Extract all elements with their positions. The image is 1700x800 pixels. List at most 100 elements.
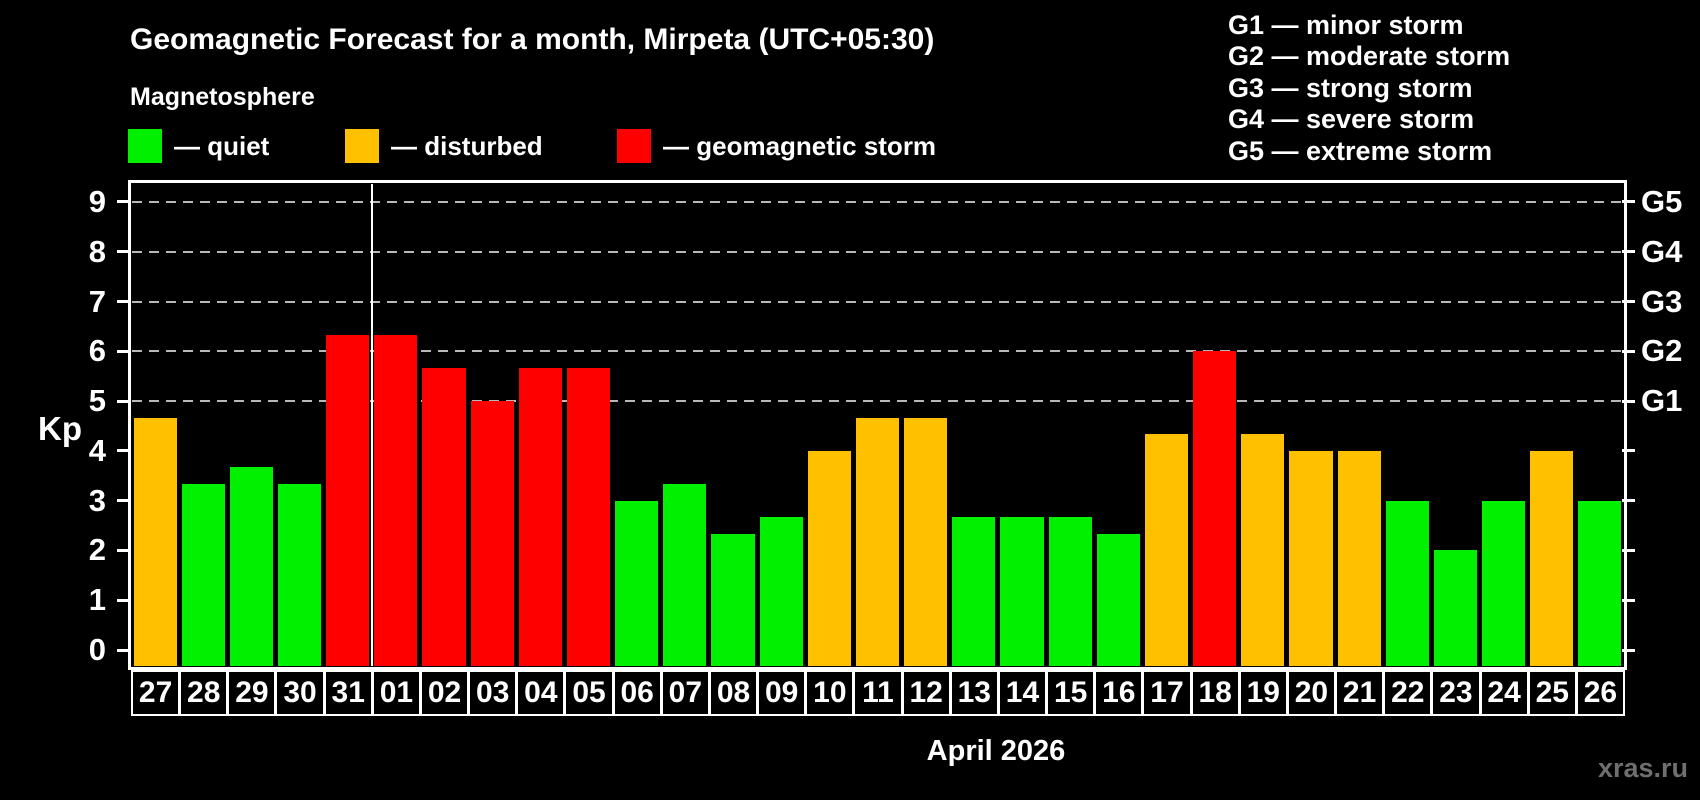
bar-day-03 xyxy=(470,401,514,666)
right-axis-label-g4: G4 xyxy=(1641,233,1683,269)
plot-area-frame xyxy=(128,180,1627,670)
bar-day-09 xyxy=(759,517,803,666)
bar-day-01 xyxy=(374,334,418,666)
bar-day-29 xyxy=(229,467,273,666)
date-label-15: 15 xyxy=(1046,670,1096,716)
g-scale-legend: G1 — minor storm G2 — moderate storm G3 … xyxy=(1228,10,1510,167)
y-tick-left-1 xyxy=(117,598,130,602)
date-label-02: 02 xyxy=(419,670,470,716)
bar-day-04 xyxy=(518,367,562,666)
date-label-13: 13 xyxy=(949,670,999,716)
g1-description: G1 — minor storm xyxy=(1228,10,1464,40)
disturbed-swatch-icon xyxy=(345,129,379,163)
date-label-30: 30 xyxy=(275,670,325,716)
month-separator-line xyxy=(370,184,373,666)
g3-description: G3 — strong storm xyxy=(1228,72,1473,103)
y-tick-left-9 xyxy=(117,200,130,204)
date-label-23: 23 xyxy=(1431,670,1481,716)
g5-description: G5 — extreme storm xyxy=(1228,135,1493,166)
bar-day-13 xyxy=(952,517,996,666)
bar-day-06 xyxy=(615,500,659,666)
y-axis-label-7: 7 xyxy=(88,283,106,319)
bar-day-05 xyxy=(566,367,611,666)
y-tick-left-5 xyxy=(117,399,130,403)
gridline-kp6 xyxy=(132,350,1622,353)
date-label-06: 06 xyxy=(612,670,662,716)
y-tick-right-5 xyxy=(1622,399,1635,403)
date-label-25: 25 xyxy=(1527,670,1577,716)
date-label-10: 10 xyxy=(805,670,855,716)
date-label-05: 05 xyxy=(564,670,614,716)
y-tick-left-4 xyxy=(117,449,130,453)
y-tick-left-0 xyxy=(117,648,130,652)
date-label-14: 14 xyxy=(997,670,1048,716)
quiet-swatch-icon xyxy=(128,129,162,163)
bar-day-27 xyxy=(133,417,177,666)
y-tick-right-9 xyxy=(1622,200,1635,204)
y-tick-right-3 xyxy=(1622,499,1635,503)
gridline-kp7 xyxy=(132,300,1622,303)
bar-day-23 xyxy=(1433,550,1477,666)
date-label-19: 19 xyxy=(1238,670,1288,716)
date-label-18: 18 xyxy=(1190,670,1240,716)
y-axis-label-5: 5 xyxy=(88,383,106,419)
bar-day-30 xyxy=(277,484,322,666)
y-tick-left-6 xyxy=(117,349,130,353)
date-label-11: 11 xyxy=(853,670,903,716)
y-axis-label-9: 9 xyxy=(88,183,106,219)
bar-day-10 xyxy=(807,450,851,666)
date-label-09: 09 xyxy=(757,670,807,716)
date-label-31: 31 xyxy=(323,670,373,716)
gridline-kp9 xyxy=(132,200,1622,203)
date-label-16: 16 xyxy=(1094,670,1144,716)
gridline-kp5 xyxy=(132,400,1622,403)
bar-day-20 xyxy=(1289,450,1333,666)
y-tick-right-8 xyxy=(1622,250,1635,254)
quiet-legend-label: — quiet xyxy=(174,131,270,161)
right-axis-label-g3: G3 xyxy=(1641,283,1683,319)
bar-day-18 xyxy=(1193,351,1237,666)
disturbed-legend-label: — disturbed xyxy=(391,131,543,161)
y-axis-label-1: 1 xyxy=(88,582,106,618)
date-label-22: 22 xyxy=(1383,670,1433,716)
date-label-21: 21 xyxy=(1335,670,1385,716)
date-label-17: 17 xyxy=(1142,670,1192,716)
y-axis-label-2: 2 xyxy=(88,532,106,568)
bar-day-25 xyxy=(1530,450,1574,666)
y-axis-label-3: 3 xyxy=(88,482,106,518)
right-axis-label-g2: G2 xyxy=(1641,333,1683,369)
g4-description: G4 — severe storm xyxy=(1228,104,1475,135)
right-axis-label-g1: G1 xyxy=(1641,383,1683,419)
gridline-kp8 xyxy=(132,250,1622,253)
bar-day-26 xyxy=(1578,500,1622,666)
y-tick-right-7 xyxy=(1622,300,1635,304)
bar-day-22 xyxy=(1385,500,1429,666)
bar-day-17 xyxy=(1144,434,1189,666)
storm-swatch-icon xyxy=(617,129,651,163)
y-axis-label-4: 4 xyxy=(88,432,106,468)
right-axis-label-g5: G5 xyxy=(1641,183,1683,219)
bar-day-15 xyxy=(1048,517,1092,666)
y-tick-right-0 xyxy=(1622,648,1635,652)
storm-legend-label: — geomagnetic storm xyxy=(663,131,937,161)
y-tick-right-2 xyxy=(1622,548,1635,552)
bar-day-08 xyxy=(711,534,755,666)
magnetosphere-label: Magnetosphere xyxy=(130,83,315,111)
bar-day-21 xyxy=(1337,450,1381,666)
y-tick-right-4 xyxy=(1622,449,1635,453)
bar-day-07 xyxy=(663,484,707,666)
bar-day-14 xyxy=(1000,517,1044,666)
date-label-01: 01 xyxy=(371,670,421,716)
date-label-28: 28 xyxy=(179,670,229,716)
date-label-07: 07 xyxy=(660,670,710,716)
y-axis-label-0: 0 xyxy=(88,632,106,667)
bar-day-28 xyxy=(181,484,225,666)
y-tick-left-3 xyxy=(117,499,130,503)
watermark: xras.ru xyxy=(1597,753,1688,783)
date-label-08: 08 xyxy=(708,670,759,716)
chart-title: Geomagnetic Forecast for a month, Mirpet… xyxy=(130,23,935,56)
date-label-04: 04 xyxy=(516,670,566,716)
bar-day-24 xyxy=(1482,500,1526,666)
bar-day-11 xyxy=(855,417,900,666)
y-tick-left-8 xyxy=(117,250,130,254)
